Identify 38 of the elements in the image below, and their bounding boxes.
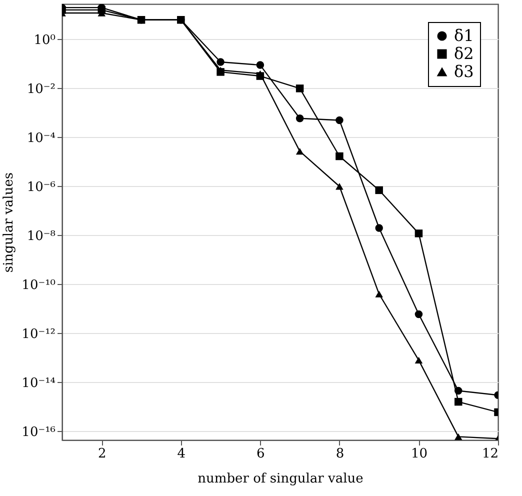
x-tick-label: 12: [482, 446, 498, 462]
point: [454, 398, 462, 406]
point: [414, 356, 423, 364]
point: [375, 186, 383, 194]
y-tick-label: 10⁻¹⁴: [22, 376, 56, 391]
legend-label: δ2: [454, 44, 474, 63]
y-tick-label: 10⁻¹²: [22, 326, 56, 342]
y-tick-label: 10⁻⁴: [26, 130, 56, 146]
x-tick-label: 6: [256, 446, 265, 462]
y-tick-label: 10⁻²: [26, 82, 56, 97]
point: [414, 310, 423, 318]
y-tick-label: 10⁻⁶: [26, 180, 56, 195]
legend-label: δ1: [454, 26, 474, 45]
point: [256, 61, 264, 69]
x-tick-label: 8: [336, 446, 344, 462]
point: [296, 148, 304, 155]
point: [296, 84, 304, 92]
x-tick-label: 10: [410, 446, 428, 462]
y-axis-title: singular values: [2, 172, 17, 273]
y-tick-label: 10⁰: [34, 32, 56, 48]
y-tick-label: 10⁻¹⁶: [22, 424, 56, 440]
point: [336, 152, 344, 160]
point: [414, 230, 423, 238]
point: [454, 433, 462, 440]
point: [336, 183, 344, 190]
y-tick-label: 10⁻⁸: [26, 228, 56, 244]
point: [375, 224, 383, 232]
legend-label: δ3: [454, 62, 474, 81]
point: [336, 116, 344, 124]
point: [216, 66, 224, 74]
x-tick-label: 4: [177, 446, 186, 462]
point: [296, 114, 304, 122]
x-tick-label: 2: [98, 446, 106, 462]
y-tick-label: 10⁻¹⁰: [22, 278, 56, 293]
point: [375, 290, 383, 298]
point: [216, 58, 224, 66]
x-axis-title: number of singular value: [198, 472, 364, 486]
point: [454, 386, 462, 395]
